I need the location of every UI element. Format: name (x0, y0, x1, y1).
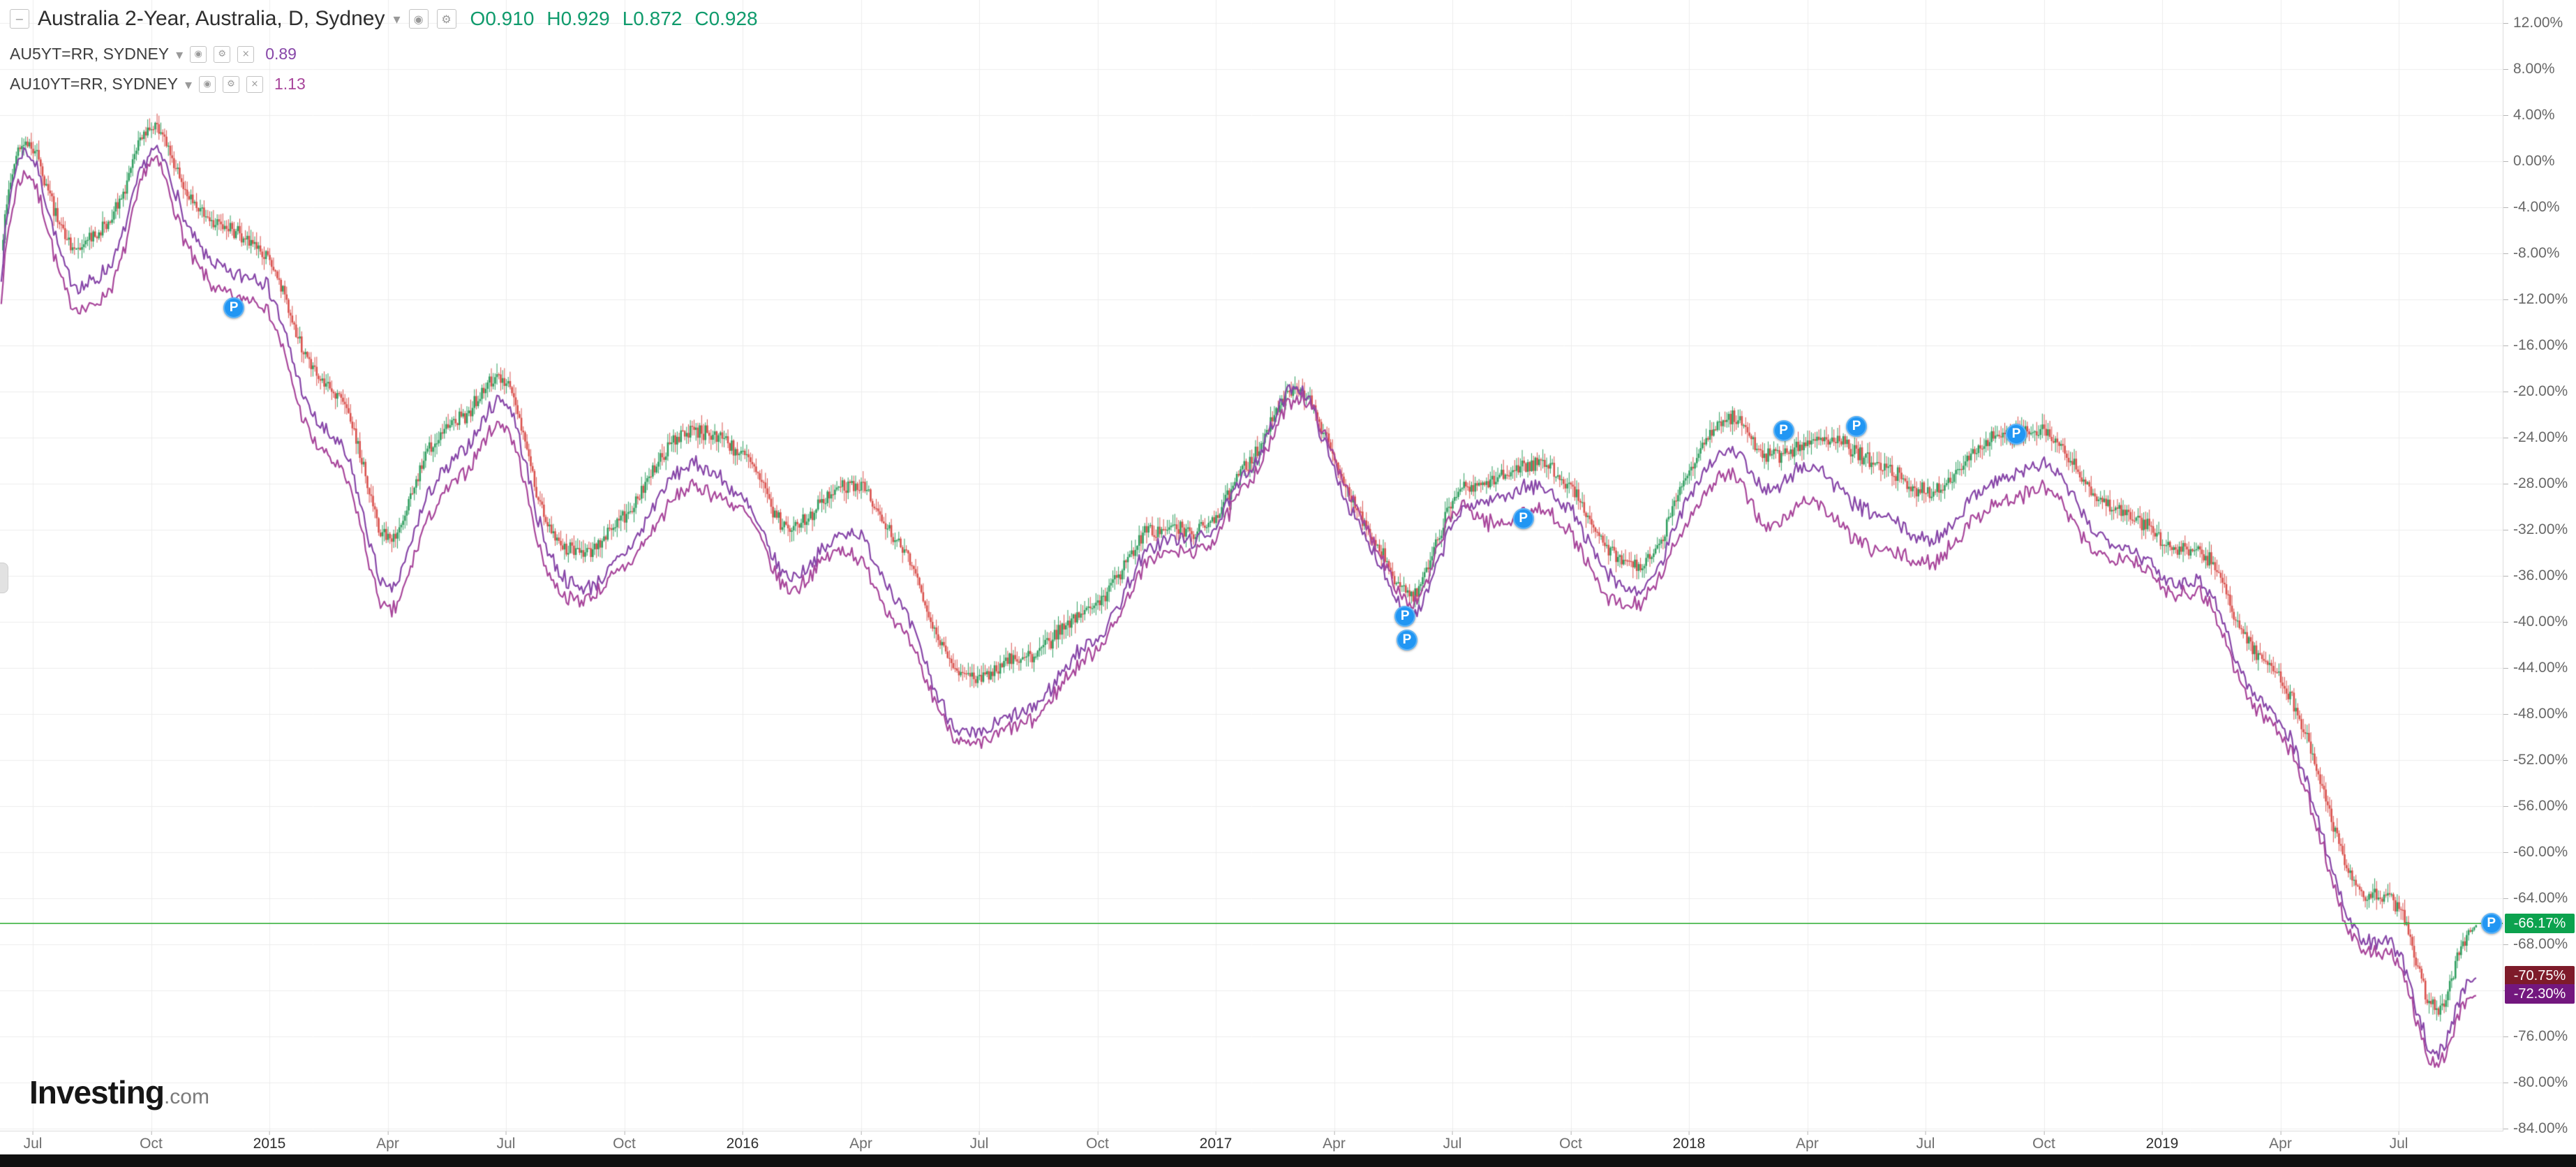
time-tick-label: Apr (1323, 1131, 1346, 1152)
visibility-icon[interactable]: ◉ (199, 75, 216, 93)
time-tick-label: 2019 (2145, 1131, 2179, 1152)
ohlc-values: O0.910 H0.929 L0.872 C0.928 (470, 8, 770, 30)
series-label-au10yt[interactable]: AU10YT=RR, SYDNEY (10, 75, 178, 93)
price-tick-label: -12.00% (2503, 291, 2568, 308)
price-tick-label: -80.00% (2503, 1074, 2568, 1091)
price-tick-label: 4.00% (2503, 107, 2555, 124)
high-value: H0.929 (546, 8, 610, 29)
series-row-au10yt: AU10YT=RR, SYDNEY ▾ ◉ ⚙ × 1.13 (10, 75, 770, 94)
close-icon[interactable]: × (246, 75, 263, 93)
price-tick-label: -44.00% (2503, 660, 2568, 676)
settings-icon[interactable]: ⚙ (436, 9, 456, 29)
price-tick-label: -28.00% (2503, 475, 2568, 492)
time-tick-label: 2015 (253, 1131, 286, 1152)
time-tick-label: Jul (23, 1131, 43, 1152)
visibility-icon[interactable]: ◉ (408, 9, 429, 29)
bottom-bar (0, 1154, 2576, 1167)
settings-icon[interactable]: ⚙ (214, 45, 231, 63)
sidebar-collapse-handle[interactable] (0, 563, 8, 593)
time-tick-label: Oct (140, 1131, 163, 1152)
chart-legend: − Australia 2-Year, Australia, D, Sydney… (10, 7, 770, 105)
close-icon[interactable]: × (237, 45, 255, 63)
price-tick-label: -56.00% (2503, 798, 2568, 815)
time-tick-label: Jul (496, 1131, 516, 1152)
chart-title[interactable]: Australia 2-Year, Australia, D, Sydney (38, 7, 385, 30)
price-tick-label: -40.00% (2503, 614, 2568, 630)
last-price-label-au10yt: -72.30% (2505, 983, 2575, 1004)
time-tick-label: Oct (2032, 1131, 2055, 1152)
close-value: C0.928 (694, 8, 758, 29)
time-tick-label: 2016 (726, 1131, 759, 1152)
time-tick-label: Apr (376, 1131, 399, 1152)
time-tick-label: Oct (1086, 1131, 1109, 1152)
chevron-down-icon[interactable]: ▾ (184, 75, 192, 93)
price-tick-label: -52.00% (2503, 752, 2568, 768)
settings-icon[interactable]: ⚙ (223, 75, 239, 93)
series-row-au5yt: AU5YT=RR, SYDNEY ▾ ◉ ⚙ × 0.89 (10, 45, 770, 64)
price-tick-label: -4.00% (2503, 199, 2560, 216)
price-tick-label: -8.00% (2503, 245, 2560, 262)
main-series-row: − Australia 2-Year, Australia, D, Sydney… (10, 7, 770, 31)
price-tick-label: -48.00% (2503, 706, 2568, 722)
last-price-label-au5yt: -70.75% (2505, 966, 2575, 986)
price-tick-label: -24.00% (2503, 429, 2568, 446)
p-marker[interactable]: P (1512, 507, 1534, 529)
time-tick-label: Jul (2389, 1131, 2409, 1152)
logo-wordmark: Investing (29, 1074, 165, 1110)
p-marker[interactable]: P (2480, 912, 2502, 934)
logo-suffix: .com (163, 1085, 209, 1108)
series-label-au5yt[interactable]: AU5YT=RR, SYDNEY (10, 45, 170, 63)
time-tick-label: Apr (2269, 1131, 2292, 1152)
time-tick-label: 2017 (1199, 1131, 1233, 1152)
visibility-icon[interactable]: ◉ (190, 45, 207, 63)
price-tick-label: 8.00% (2503, 61, 2555, 77)
price-tick-label: -76.00% (2503, 1028, 2568, 1045)
price-tick-label: 12.00% (2503, 15, 2563, 31)
time-tick-label: Apr (1796, 1131, 1819, 1152)
time-tick-label: Apr (849, 1131, 872, 1152)
time-tick-label: Jul (1443, 1131, 1462, 1152)
chevron-down-icon[interactable]: ▾ (176, 45, 184, 63)
chevron-down-icon[interactable]: ▾ (393, 10, 401, 27)
p-marker[interactable]: P (1394, 605, 1416, 627)
time-tick-label: Oct (1559, 1131, 1582, 1152)
price-tick-label: -60.00% (2503, 844, 2568, 861)
series-value-au5yt: 0.89 (265, 45, 297, 63)
time-axis[interactable]: Jul Oct 2015 Apr Jul Oct 2016 Apr Jul Oct 2017 Apr J… (0, 1131, 2503, 1155)
p-marker[interactable]: P (1846, 415, 1868, 437)
price-tick-label: -64.00% (2503, 890, 2568, 907)
price-tick-label: -16.00% (2503, 337, 2568, 354)
p-marker[interactable]: P (1397, 630, 1418, 651)
time-tick-label: Jul (1916, 1131, 1935, 1152)
current-price-line[interactable] (0, 922, 2503, 924)
collapse-legend-icon[interactable]: − (10, 9, 29, 29)
price-tick-label: -84.00% (2503, 1120, 2568, 1137)
time-tick-label: 2018 (1672, 1131, 1706, 1152)
price-tick-label: -36.00% (2503, 567, 2568, 584)
time-tick-label: Oct (613, 1131, 636, 1152)
p-marker[interactable]: P (223, 297, 245, 318)
last-price-label-au2yt: -66.17% (2505, 913, 2575, 933)
p-marker[interactable]: P (1773, 420, 1794, 442)
low-value: L0.872 (622, 8, 683, 29)
price-tick-label: -20.00% (2503, 383, 2568, 400)
price-chart-canvas[interactable] (0, 0, 2503, 1131)
price-tick-label: -32.00% (2503, 521, 2568, 538)
series-value-au10yt: 1.13 (274, 75, 306, 93)
price-tick-label: 0.00% (2503, 153, 2555, 170)
investing-logo: Investing .com (29, 1073, 209, 1111)
p-marker[interactable]: P (2005, 424, 2027, 445)
open-value: O0.910 (470, 8, 535, 29)
price-axis[interactable]: 12.00% 8.00% 4.00% 0.00% -4.00% -8.00% -12.00%… (2503, 0, 2576, 1154)
price-tick-label: -68.00% (2503, 936, 2568, 953)
time-tick-label: Jul (969, 1131, 989, 1152)
